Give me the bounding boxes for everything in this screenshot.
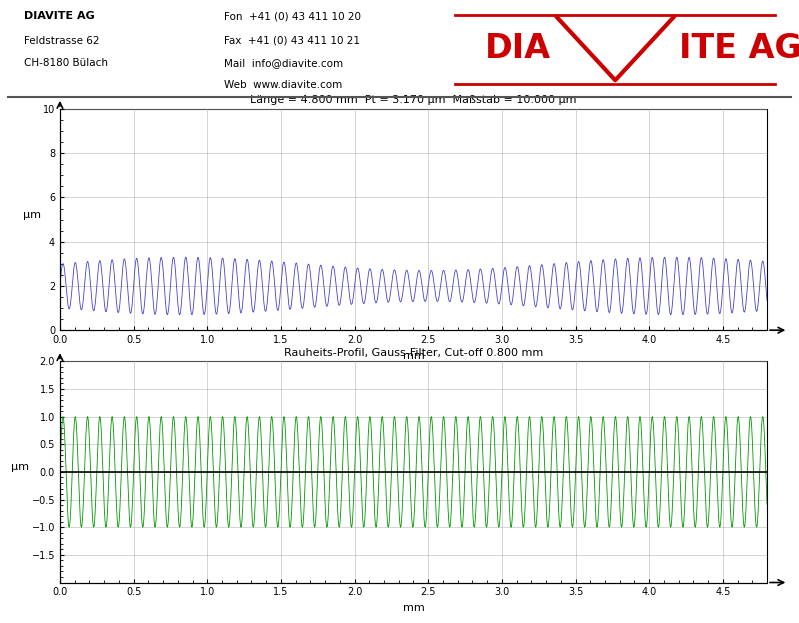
Text: CH-8180 Bülach: CH-8180 Bülach	[24, 58, 108, 68]
X-axis label: mm: mm	[403, 603, 424, 613]
Y-axis label: µm: µm	[22, 209, 41, 219]
Title: Länge = 4.800 mm  Pt = 3.170 µm  Maßstab = 10.000 µm: Länge = 4.800 mm Pt = 3.170 µm Maßstab =…	[250, 95, 577, 105]
Text: Web  www.diavite.com: Web www.diavite.com	[224, 80, 342, 90]
Text: ITE AG: ITE AG	[679, 32, 799, 65]
Text: DIA: DIA	[485, 32, 551, 65]
Title: Rauheits-Profil, Gauss-Filter, Cut-off 0.800 mm: Rauheits-Profil, Gauss-Filter, Cut-off 0…	[284, 348, 543, 358]
Text: DIAVITE AG: DIAVITE AG	[24, 11, 95, 21]
Text: Fax  +41 (0) 43 411 10 21: Fax +41 (0) 43 411 10 21	[224, 36, 360, 45]
Text: Feldstrasse 62: Feldstrasse 62	[24, 36, 99, 45]
X-axis label: mm: mm	[403, 351, 424, 361]
Y-axis label: µm: µm	[11, 462, 30, 472]
Text: Fon  +41 (0) 43 411 10 20: Fon +41 (0) 43 411 10 20	[224, 11, 360, 21]
Text: Mail  info@diavite.com: Mail info@diavite.com	[224, 58, 343, 68]
